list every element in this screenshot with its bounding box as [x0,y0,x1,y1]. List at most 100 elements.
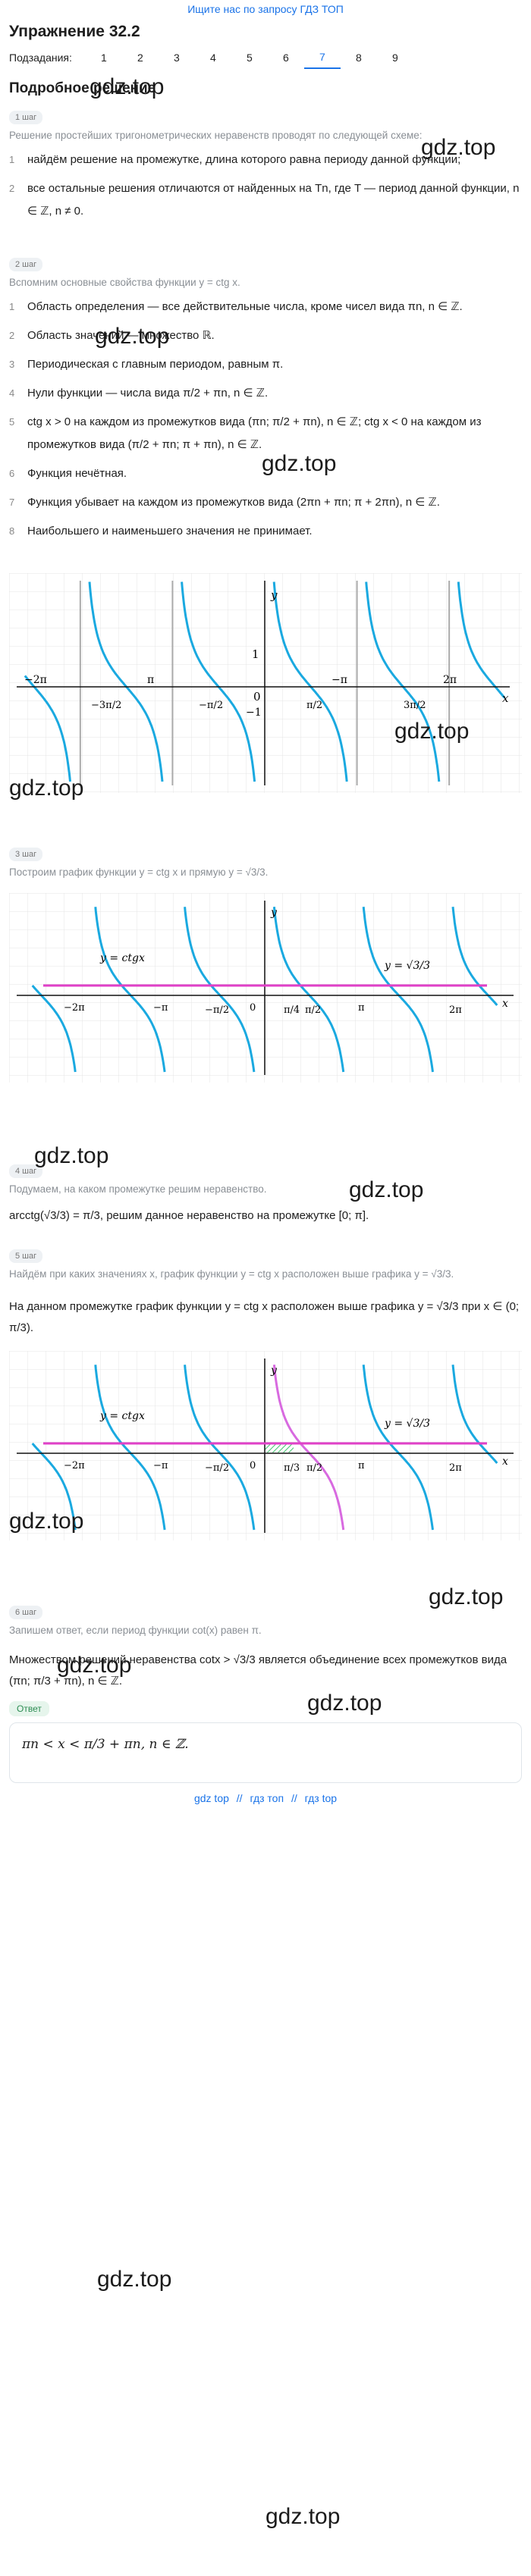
tick-label: −π/2 [205,1462,229,1474]
answer-label: Ответ [9,1701,49,1716]
watermark: gdz.top [34,1143,109,1168]
tick-label: π/3 [284,1462,300,1474]
top-search-link[interactable]: Ищите нас по запросу ГДЗ ТОП [187,3,344,15]
tick-label: π/2 [305,1004,321,1016]
footer-link[interactable]: gdz top [193,1792,229,1804]
solution-heading: Подробное решение [9,80,156,96]
footer-separator: // [291,1792,297,1804]
solution-graph: y = ctgx y = √3/3 −2π −π −π/2 0 π/3 π/2 … [9,1351,522,1540]
cot-branch [272,907,345,1073]
step-1-intro: Решение простейших тригонометрических не… [9,130,423,141]
tick-label: 3π/2 [404,700,426,711]
tick-label: π/2 [306,700,322,711]
watermark: gdz.top [394,719,470,744]
step-3-badge: 3 шаг [9,848,43,861]
cot-branch [94,1365,166,1531]
cot-branch [457,581,506,699]
page-title: Упражнение 32.2 [9,23,140,40]
step-5-badge: 5 шаг [9,1249,43,1263]
subtasks-nav: Подзадания: 1 2 3 4 5 6 7 8 9 [0,41,531,74]
y-axis-label: y [270,1365,278,1377]
list-item: 3 Периодическая с главным периодом, равны… [9,358,284,371]
watermark: gdz.top [262,451,337,476]
list-item: 7 Функция убывает на каждом из промежутко… [9,496,440,509]
cot-branch [31,985,77,1073]
subtask-9[interactable]: 9 [392,52,398,64]
tick-label: 2π [443,674,457,686]
subtask-2[interactable]: 2 [137,52,143,64]
cot-branch [451,1365,498,1464]
tick-label: π [358,1002,365,1014]
watermark: gdz.top [307,1691,382,1716]
subtask-6[interactable]: 6 [283,52,289,64]
step-1-list: 1 найдём решение на промежутке, длина кот… [0,144,531,223]
step-6-text: Множеством решений неравенства cotx > √3… [9,1653,507,1688]
cot-branch [184,907,256,1073]
solution-interval-highlight [265,1443,294,1453]
y-axis-label: y [270,588,278,602]
curve-label: y = ctgx [99,952,145,964]
step-6-intro: Запишем ответ, если период функции cot(x… [9,1625,262,1636]
line-label: y = √3/3 [384,960,430,972]
watermark: gdz.top [429,1584,504,1609]
list-item: 5 ctg x > 0 на каждом из промежутков вида… [9,415,482,451]
answer-text: πn < x < π/3 + πn, n ∈ ℤ. [22,1737,189,1752]
subtask-8[interactable]: 8 [356,52,362,64]
tick-label: −1 [246,707,262,719]
tick-label: −2π [24,674,47,686]
tick-label: −π/2 [199,700,223,711]
step-5-text: На данном промежутке график функции y = … [9,1300,520,1334]
subtask-3[interactable]: 3 [174,52,180,64]
watermark: gdz.top [349,1177,424,1202]
line-label: y = √3/3 [384,1418,430,1430]
subtasks-label: Подзадания: [9,52,72,64]
tick-label: π [147,674,154,686]
curve-label: y = ctgx [99,1410,145,1422]
watermark: gdz.top [57,1653,132,1678]
watermark: gdz.top [95,324,170,349]
step-2-intro: Вспомним основные свойства функции y = c… [9,277,240,288]
x-axis-label: x [502,998,508,1010]
step-5-intro: Найдём при каких значениях x, график фун… [9,1268,454,1280]
step-1-badge: 1 шаг [9,111,43,124]
tick-label: −π [331,674,347,686]
watermark: gdz.top [266,2504,341,2529]
tick-label: −2π [64,1002,85,1014]
cot-branch-highlight [272,1365,345,1531]
list-item: 2 все остальные решения отличаются от най… [9,182,520,218]
step-6-badge: 6 шаг [9,1606,43,1619]
tick-label: 0 [250,1460,256,1471]
subtask-1[interactable]: 1 [101,52,107,64]
step-3-intro: Построим график функции y = ctg x и прям… [9,867,269,878]
step-4-intro: Подумаем, на каком промежутке решим нера… [9,1183,267,1195]
step-2-badge: 2 шаг [9,258,43,271]
footer-separator: // [236,1792,243,1804]
y-axis-label: y [270,907,278,919]
footer-link[interactable]: гдз top [304,1792,338,1804]
subtask-7[interactable]: 7 [303,46,341,69]
x-axis-label: x [502,691,509,705]
footer-link[interactable]: гдз топ [250,1792,284,1804]
tick-label: 2π [449,1462,462,1474]
tick-label: 0 [250,1002,256,1014]
tick-label: −π [153,1460,168,1471]
tick-label: 2π [449,1004,462,1016]
list-item: 1 найдём решение на промежутке, длина кот… [9,153,461,166]
tick-label: −π/2 [205,1004,229,1016]
watermark: gdz.top [97,2267,172,2292]
step-2-list: 1 Область определения — все действительны… [0,291,531,543]
tick-label: 1 [252,647,259,661]
subtask-4[interactable]: 4 [210,52,216,64]
cot-branch [451,907,498,1006]
tick-label: 0 [253,690,261,704]
step-4-badge: 4 шаг [9,1164,43,1178]
watermark: gdz.top [90,74,165,99]
list-item: 6 Функция нечётная. [9,467,127,480]
cot-branch [184,1365,256,1531]
tick-label: −π [153,1002,168,1014]
ctg-and-line-graph: y = ctgx y = √3/3 −2π −π −π/2 0 π/4 π/2 … [9,893,522,1083]
subtask-5[interactable]: 5 [247,52,253,64]
list-item: 8 Наибольшего и наименьшего значения не п… [9,525,313,537]
watermark: gdz.top [9,1509,84,1534]
cot-branch [94,907,166,1073]
